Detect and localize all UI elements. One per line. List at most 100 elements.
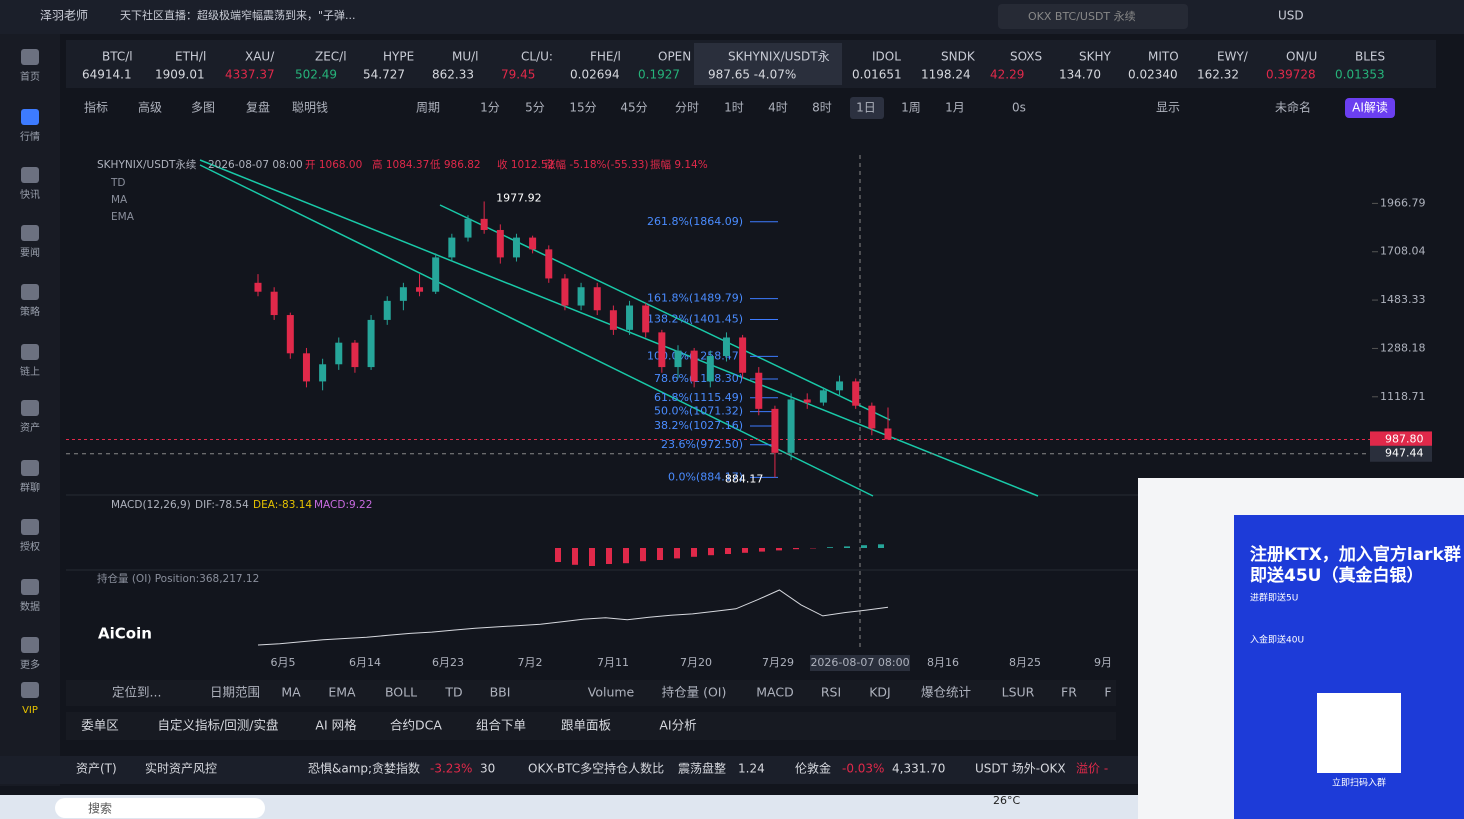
ai-button[interactable]: [1345, 98, 1395, 118]
sidebar-label[interactable]: 数据: [20, 600, 40, 613]
indicator-tab[interactable]: FR: [1061, 685, 1077, 700]
ticker-name[interactable]: XAU/: [245, 50, 275, 64]
toolbar-item[interactable]: 4时: [768, 101, 788, 115]
overlay-label[interactable]: MA: [111, 194, 128, 206]
toolbar-item[interactable]: 多图: [191, 101, 215, 115]
sidebar-icon[interactable]: [21, 637, 39, 653]
bottom-tab[interactable]: 自定义指标/回测/实盘: [158, 718, 279, 733]
sidebar-icon[interactable]: [21, 460, 39, 476]
search-box[interactable]: [998, 4, 1188, 29]
ticker-price[interactable]: 64914.1: [82, 68, 132, 82]
ticker-price[interactable]: 987.65 -4.07%: [708, 68, 796, 82]
indicator-tab[interactable]: F: [1104, 685, 1111, 700]
toolbar-item[interactable]: 0s: [1012, 101, 1026, 115]
toolbar-item[interactable]: 分时: [675, 101, 699, 115]
toolbar-item[interactable]: 未命名: [1275, 100, 1311, 115]
toolbar-item[interactable]: 周期: [416, 101, 440, 115]
sidebar-label[interactable]: 行情: [20, 130, 40, 143]
sidebar-label[interactable]: 首页: [20, 70, 40, 83]
indicator-tab[interactable]: TD: [444, 685, 462, 700]
ticker-name[interactable]: BTC/l: [102, 50, 133, 64]
indicator-tab[interactable]: 定位到...: [112, 685, 161, 700]
toolbar-item[interactable]: 15分: [569, 101, 596, 115]
ticker-price[interactable]: 0.01651: [852, 68, 902, 82]
sidebar-label[interactable]: 资产: [20, 421, 40, 434]
bottom-tab[interactable]: 委单区: [81, 718, 119, 733]
indicator-tab[interactable]: BOLL: [385, 685, 417, 700]
ticker-name[interactable]: OPEN: [658, 50, 691, 64]
ticker-price[interactable]: 0.39728: [1266, 68, 1316, 82]
ticker-price[interactable]: 0.1927: [638, 68, 680, 82]
sidebar-label[interactable]: VIP: [22, 705, 38, 716]
bottom-tab[interactable]: AI 网格: [315, 718, 357, 733]
ticker-price[interactable]: 0.02340: [1128, 68, 1178, 82]
currency[interactable]: USD: [1278, 9, 1304, 23]
ticker-name[interactable]: ZEC/l: [315, 50, 347, 64]
sidebar-label[interactable]: 快讯: [20, 189, 40, 201]
ticker-name[interactable]: CL/U:: [521, 50, 553, 64]
indicator-tab[interactable]: 日期范围: [210, 685, 260, 700]
ticker-name[interactable]: SOXS: [1010, 50, 1042, 64]
indicator-tab[interactable]: MA: [281, 685, 301, 700]
toolbar-item[interactable]: 显示: [1156, 101, 1180, 115]
sidebar-label[interactable]: 链上: [20, 365, 40, 378]
ticker-name[interactable]: SKHY: [1079, 50, 1112, 64]
toolbar-item[interactable]: 1周: [901, 101, 921, 115]
indicator-tab[interactable]: MACD: [756, 685, 793, 700]
toolbar-item[interactable]: 5分: [525, 101, 545, 115]
toolbar-item[interactable]: 聪明钱: [292, 100, 328, 115]
sidebar-icon[interactable]: [21, 49, 39, 65]
sidebar-icon[interactable]: [21, 109, 39, 125]
overlay-label[interactable]: TD: [110, 177, 126, 189]
sidebar-icon[interactable]: [21, 167, 39, 183]
indicator-tab[interactable]: Volume: [588, 685, 635, 700]
sidebar-icon[interactable]: [21, 519, 39, 535]
toolbar-item[interactable]: 复盘: [246, 100, 270, 115]
ticker-name[interactable]: MITO: [1148, 50, 1179, 64]
ticker-name[interactable]: SNDK: [941, 50, 976, 64]
ticker-price[interactable]: 1198.24: [921, 68, 971, 82]
ticker-price[interactable]: 42.29: [990, 68, 1024, 82]
ticker-price[interactable]: 502.49: [295, 68, 337, 82]
sidebar-label[interactable]: 授权: [20, 540, 40, 553]
toolbar-item[interactable]: 45分: [620, 101, 647, 115]
taskbar-search[interactable]: [55, 798, 265, 818]
ticker-name[interactable]: ON/U: [1286, 50, 1317, 64]
ticker-name[interactable]: EWY/: [1217, 50, 1249, 64]
toolbar-item[interactable]: 1时: [724, 101, 744, 115]
ticker-price[interactable]: 0.01353: [1335, 68, 1385, 82]
ticker-name[interactable]: IDOL: [872, 50, 901, 64]
toolbar-item[interactable]: 指标: [84, 100, 108, 115]
indicator-tab[interactable]: KDJ: [869, 685, 891, 700]
sidebar-label[interactable]: 更多: [20, 658, 40, 671]
active-ticker[interactable]: [694, 43, 842, 85]
indicator-tab[interactable]: RSI: [821, 685, 841, 700]
toolbar-item[interactable]: AI解读: [1352, 101, 1388, 115]
ticker-price[interactable]: 862.33: [432, 68, 474, 82]
ticker-price[interactable]: 54.727: [363, 68, 405, 82]
indicator-tab[interactable]: BBI: [490, 685, 511, 700]
sidebar-icon[interactable]: [21, 682, 39, 698]
toolbar-item[interactable]: 1月: [945, 101, 965, 115]
sidebar-label[interactable]: 要闻: [20, 246, 40, 259]
ticker-price[interactable]: 4337.37: [225, 68, 275, 82]
ticker-name[interactable]: SKHYNIX/USDT永: [728, 50, 830, 64]
bottom-tab[interactable]: 组合下单: [476, 718, 526, 733]
bottom-tab[interactable]: 跟单面板: [561, 718, 612, 733]
sidebar-label[interactable]: 策略: [20, 305, 40, 318]
active-period[interactable]: [850, 97, 884, 119]
ticker-price[interactable]: 79.45: [501, 68, 535, 82]
taskbar-search-text[interactable]: 搜索: [88, 801, 112, 816]
indicator-tab[interactable]: LSUR: [1002, 685, 1035, 700]
search-text[interactable]: OKX BTC/USDT 永续: [1028, 9, 1136, 23]
sidebar-icon[interactable]: [21, 225, 39, 241]
ticker-price[interactable]: 0.02694: [570, 68, 620, 82]
overlay-label[interactable]: EMA: [111, 211, 135, 223]
sidebar-icon[interactable]: [21, 344, 39, 360]
sidebar-icon[interactable]: [21, 284, 39, 300]
bottom-tab[interactable]: AI分析: [659, 718, 696, 733]
ticker-name[interactable]: HYPE: [383, 50, 414, 64]
indicator-tab[interactable]: 持仓量 (OI): [662, 685, 727, 700]
ticker-price[interactable]: 134.70: [1059, 68, 1101, 82]
sidebar-label[interactable]: 群聊: [20, 481, 40, 494]
